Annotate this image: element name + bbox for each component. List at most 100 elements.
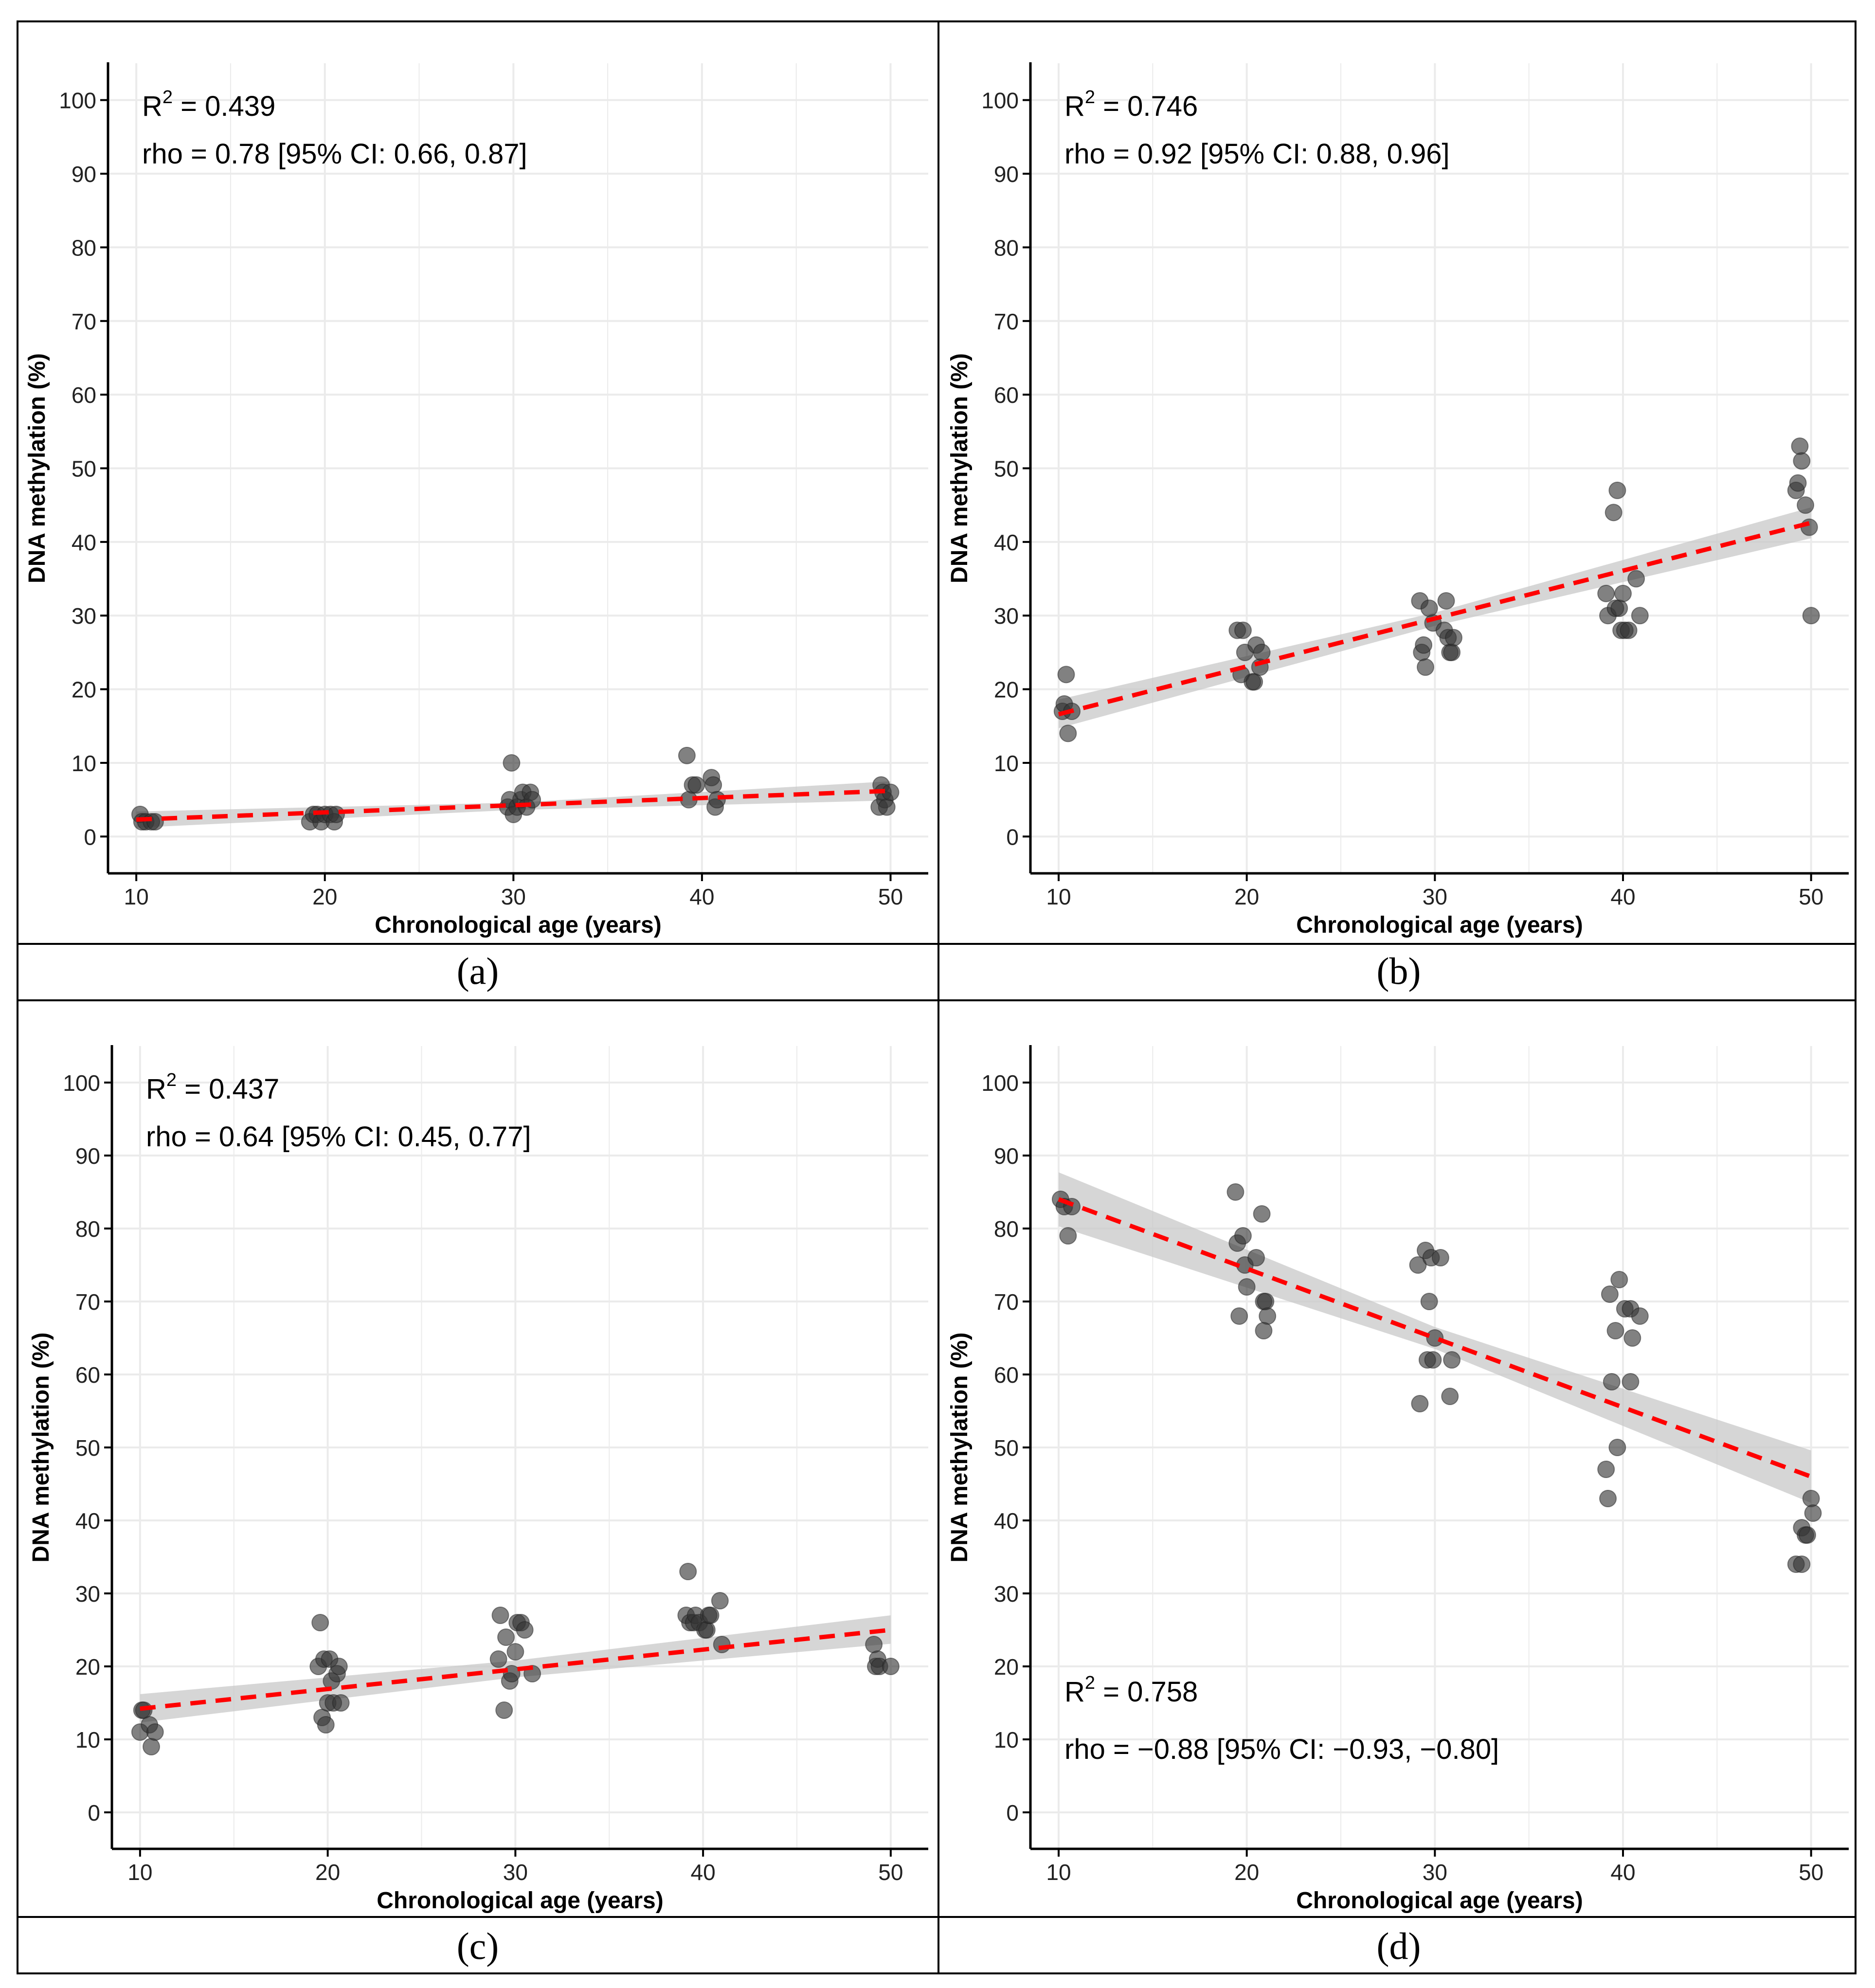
y-tick-label: 50: [75, 1435, 100, 1461]
x-tick-label: 50: [878, 1860, 903, 1885]
data-point: [1789, 474, 1807, 492]
data-point: [1800, 518, 1818, 536]
data-point: [1597, 584, 1615, 602]
data-point: [1415, 636, 1433, 654]
data-point: [491, 1607, 509, 1624]
r2-base: R: [1064, 90, 1085, 122]
data-point: [146, 1723, 164, 1741]
data-point: [1610, 1271, 1628, 1288]
y-tick-label: 100: [981, 88, 1019, 113]
data-point: [1802, 1490, 1820, 1507]
caption-a: (a): [457, 950, 499, 992]
data-point: [1424, 1351, 1442, 1369]
data-point: [1443, 1351, 1461, 1369]
y-tick-label: 50: [72, 456, 96, 482]
r-squared-label-a: R2 = 0.439: [142, 87, 275, 122]
x-tick-label: 40: [691, 1860, 716, 1885]
x-axis-title-a: Chronological age (years): [375, 912, 661, 938]
y-tick-label: 70: [75, 1289, 100, 1315]
data-point: [1620, 621, 1638, 639]
x-tick-label: 40: [689, 884, 714, 909]
data-point: [1426, 1329, 1444, 1347]
y-tick-label: 20: [72, 677, 96, 703]
data-point: [330, 1658, 348, 1675]
y-tick-label: 40: [994, 1508, 1019, 1534]
y-tick-label: 60: [72, 382, 96, 408]
caption-b: (b): [1377, 950, 1421, 992]
r2-exponent: 2: [162, 87, 173, 108]
data-point: [516, 1621, 534, 1639]
data-point: [1417, 658, 1434, 676]
x-axis-title-b: Chronological age (years): [1296, 912, 1583, 938]
y-tick-label: 20: [994, 677, 1019, 703]
data-point: [1253, 643, 1271, 661]
data-point: [865, 1636, 883, 1653]
panel-c-chart: 0 10 20 30 40 50 60 70 80 90 100 10 20 30 40 50 Chronolo…: [28, 1045, 928, 1914]
r-squared-label-c: R2 = 0.437: [146, 1070, 279, 1105]
data-point: [1245, 673, 1263, 691]
data-point: [317, 1716, 335, 1734]
y-tick-label: 20: [75, 1654, 100, 1680]
regression-line-d: [1058, 1197, 1812, 1479]
data-point: [1234, 621, 1252, 639]
r2-value: = 0.758: [1095, 1676, 1198, 1708]
data-point: [1622, 1373, 1640, 1391]
data-point: [1627, 570, 1645, 588]
data-point: [1230, 1307, 1248, 1325]
x-tick-label: 10: [127, 1860, 152, 1885]
data-point: [1793, 1555, 1811, 1573]
data-point: [1057, 666, 1075, 684]
x-tick-label: 30: [1423, 884, 1447, 909]
y-tick-label: 80: [994, 1216, 1019, 1242]
y-tick-label: 70: [72, 309, 96, 334]
caption-c: (c): [457, 1925, 499, 1967]
x-tick-label: 20: [1234, 1860, 1259, 1885]
data-point: [702, 1607, 720, 1624]
x-tick-label: 50: [1799, 1860, 1823, 1885]
r2-base: R: [146, 1073, 166, 1105]
data-point: [1610, 599, 1628, 617]
data-point: [1247, 1249, 1265, 1266]
y-tick-label: 60: [75, 1362, 100, 1388]
data-point: [1599, 1490, 1617, 1507]
data-point: [1259, 1307, 1277, 1325]
data-point: [1253, 1205, 1271, 1223]
x-axis-title-d: Chronological age (years): [1296, 1888, 1583, 1914]
y-tick-label: 50: [994, 456, 1019, 482]
data-point: [1791, 437, 1809, 455]
data-point: [1608, 481, 1626, 499]
r-squared-label-d: R2 = 0.758: [1064, 1673, 1198, 1708]
x-tick-label: 40: [1610, 884, 1635, 909]
y-tick-label: 70: [994, 309, 1019, 334]
y-tick-label: 30: [994, 603, 1019, 629]
y-tick-label: 70: [994, 1289, 1019, 1315]
data-point: [1437, 592, 1455, 610]
data-point: [1797, 496, 1815, 514]
data-point: [503, 754, 521, 772]
data-point: [1631, 1307, 1649, 1325]
y-tick-label: 20: [994, 1654, 1019, 1680]
data-point: [1420, 1293, 1438, 1310]
y-tick-label: 30: [75, 1581, 100, 1607]
y-tick-label: 30: [994, 1581, 1019, 1607]
y-tick-label: 0: [84, 824, 96, 849]
y-tick-label: 80: [75, 1216, 100, 1242]
data-point: [1802, 607, 1820, 625]
y-tick-label: 90: [72, 162, 96, 187]
rho-label-a: rho = 0.78 [95% CI: 0.66, 0.87]: [142, 138, 527, 170]
data-point: [687, 776, 705, 794]
data-point: [1059, 724, 1077, 742]
panel-d-chart: 0 10 20 30 40 50 60 70 80 90 100 10 20 30 40 50 Chronolo…: [947, 1045, 1849, 1914]
r2-exponent: 2: [1085, 1673, 1095, 1693]
r2-base: R: [1064, 1676, 1085, 1708]
data-point: [878, 798, 896, 816]
r2-value: = 0.439: [173, 90, 275, 122]
data-point: [143, 1738, 161, 1755]
data-point: [1606, 1322, 1624, 1339]
x-tick-label: 50: [1799, 884, 1823, 909]
r2-exponent: 2: [1085, 87, 1095, 108]
data-point: [1255, 1322, 1273, 1339]
y-tick-label: 100: [59, 88, 96, 113]
data-point: [1420, 599, 1438, 617]
data-point: [711, 1592, 729, 1609]
